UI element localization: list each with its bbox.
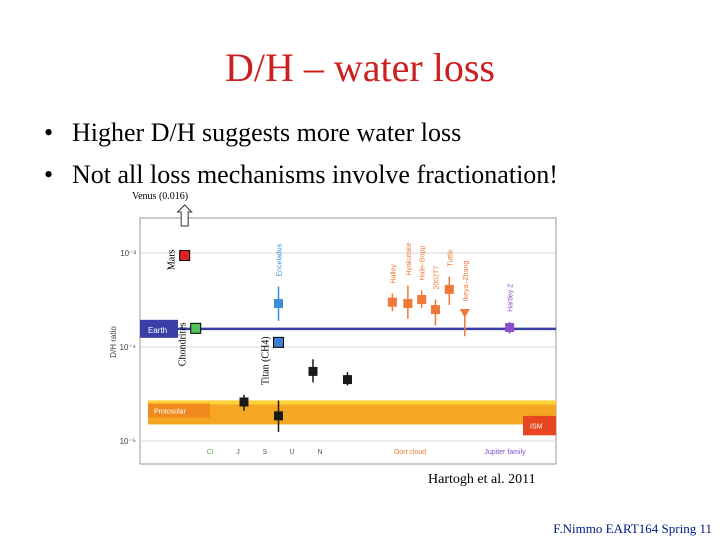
band-earth-label: Earth: [148, 326, 167, 335]
band-protosolar-box: [148, 403, 210, 418]
band-protosolar-edge: [148, 400, 556, 405]
band-protosolar-label: Protosolar: [154, 408, 187, 415]
point-n: [343, 375, 352, 385]
point-tuttle: [444, 284, 454, 294]
y-tick-label-2: 10⁻⁵: [120, 437, 136, 446]
point-2002t7: [430, 305, 440, 315]
annotation-venus-label: Venus (0.016): [132, 191, 188, 202]
label-chondrites: Chondrites: [178, 322, 189, 366]
point-hartley-2: [505, 323, 515, 333]
label-hartley-2: Hartley 2: [508, 284, 515, 312]
band-ism: [523, 415, 556, 436]
axes: 10⁻³ 10⁻⁴ 10⁻⁵ D/H ratio CI J S U N Oort cloud Jup…: [109, 249, 526, 456]
point-titan-ch4-: [273, 336, 284, 348]
label-enceladus: Enceladus: [277, 243, 284, 276]
y-axis-label: D/H ratio: [109, 326, 118, 358]
label-titan-ch4-: Titan (CH4): [261, 336, 272, 385]
point-hale-bopp: [417, 295, 427, 305]
point-j: [239, 397, 249, 407]
label-hale-bopp: Hale–Bopp: [420, 246, 427, 281]
point-ikeya-zhang: [459, 308, 470, 318]
data-points: [179, 250, 515, 432]
point-u: [308, 366, 318, 376]
y-tick-label-0: 10⁻³: [120, 249, 136, 258]
bullet-2: Not all loss mechanisms involve fraction…: [44, 154, 558, 196]
label-2002t7: 2002T7: [433, 266, 440, 290]
label-tuttle: Tuttle: [447, 249, 454, 266]
category-label-jupiter-family: Jupiter family: [484, 449, 526, 456]
y-tick-label-1: 10⁻⁴: [119, 343, 136, 352]
category-label-s: S: [263, 449, 268, 456]
band-ism-label: ISM: [530, 424, 543, 431]
point-labels: Chondrites Mars Titan (CH4) Enceladus Halley…: [132, 191, 515, 385]
point-chondrites: [190, 322, 202, 334]
category-label-ci: CI: [207, 449, 214, 456]
category-label-oort-cloud: Oort cloud: [394, 449, 426, 456]
category-label-u: U: [289, 449, 294, 456]
label-hyakutake: Hyakutake: [406, 242, 413, 275]
category-label-n: N: [317, 449, 322, 456]
label-ikeya-zhang: Ikeya–Zhang: [463, 261, 470, 302]
reference-bands: Earth Protosolar ISM: [140, 319, 556, 436]
footer: F.Nimmo EART164 Spring 11: [553, 521, 712, 536]
band-protosolar: [148, 400, 556, 425]
venus-arrow-icon: [176, 204, 193, 227]
label-mars: Mars: [167, 249, 178, 270]
point-enceladus: [274, 299, 283, 309]
bullet-list: Higher D/H suggests more water loss Not …: [44, 112, 558, 196]
band-earth-box: [140, 319, 178, 338]
label-halley: Halley: [390, 264, 397, 284]
citation: Hartogh et al. 2011: [428, 472, 536, 487]
point-s: [274, 411, 283, 421]
point-halley: [387, 297, 397, 307]
grid-lines: [140, 252, 556, 442]
plot-area: [139, 217, 557, 465]
slide-title: D/H – water loss: [225, 45, 495, 90]
point-hyakutake: [403, 299, 413, 309]
category-label-j: J: [236, 449, 240, 456]
point-mars: [179, 250, 191, 262]
bullet-1: Higher D/H suggests more water loss: [44, 112, 558, 154]
